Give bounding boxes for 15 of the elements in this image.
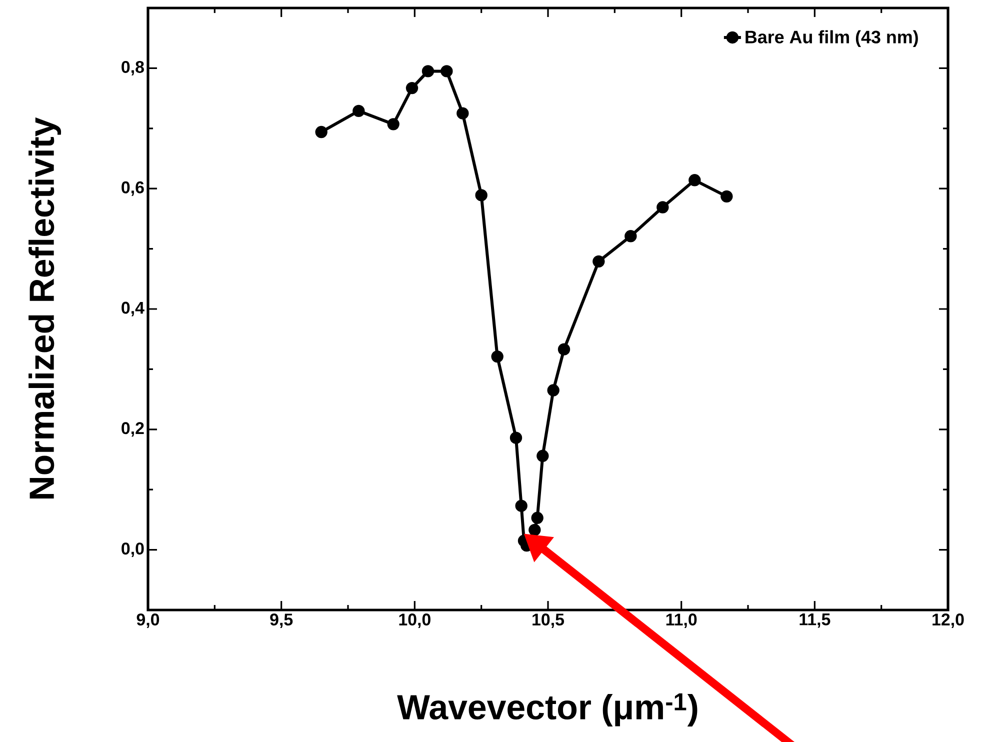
y-axis-title: Normalized Reflectivity	[28, 117, 62, 499]
x-tick-label: 10,0	[399, 614, 430, 628]
x-tick-label: 12,0	[932, 614, 964, 628]
y-tick-label: 0,2	[122, 422, 144, 437]
legend-label: Bare Au film (43 nm)	[746, 30, 918, 47]
y-tick-label: 0,8	[122, 60, 144, 76]
y-tick-label: 0,6	[122, 181, 144, 196]
x-tick-label: 9,5	[270, 614, 293, 628]
y-tick-label: 0,0	[122, 542, 144, 558]
x-tick-label: 11,0	[666, 614, 697, 628]
y-tick-label: 0,4	[122, 302, 144, 316]
x-tick-label: 10,5	[532, 614, 564, 628]
x-axis-title: Wavevector (μm$^{-1}$)	[397, 693, 698, 726]
x-tick-label: 9,0	[136, 614, 160, 628]
x-tick-label: 11,5	[800, 614, 830, 628]
